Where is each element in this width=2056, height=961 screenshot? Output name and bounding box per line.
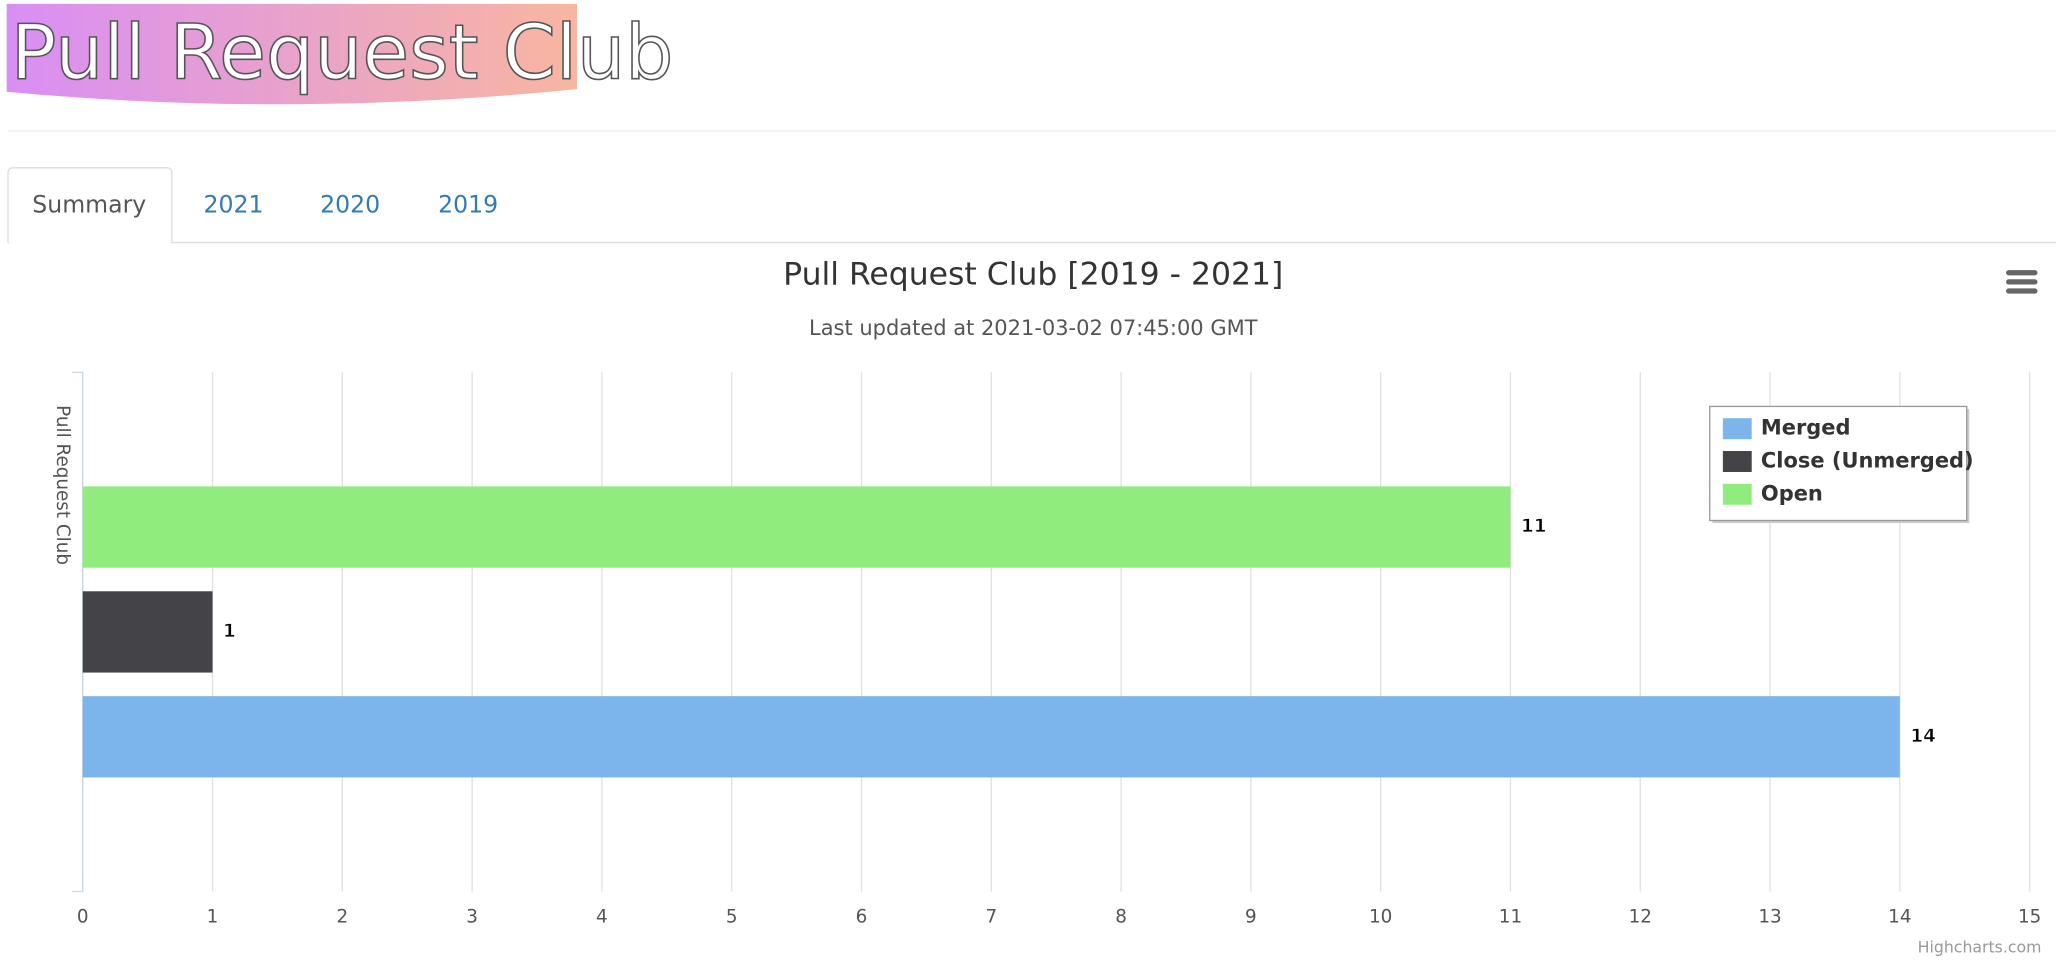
x-tick-label: 8 <box>1115 907 1127 928</box>
active-tab <box>7 167 173 243</box>
chart-subtitle: Last updated at 2021-03-02 07:45:00 GMT <box>809 316 1258 340</box>
x-tick-label: 15 <box>2018 907 2041 928</box>
x-tick-label: 4 <box>596 907 608 928</box>
tab[interactable]: Summary <box>32 190 146 218</box>
x-tick-label: 12 <box>1629 907 1652 928</box>
x-tick-label: 0 <box>77 907 89 928</box>
menu-bar <box>2006 288 2038 294</box>
data-label: 1 <box>223 621 236 642</box>
legend-box <box>1709 405 1968 522</box>
chart-menu[interactable] <box>2006 270 2038 294</box>
legend-swatch[interactable] <box>1722 451 1752 472</box>
menu-bar <box>2006 270 2038 276</box>
chart-title: Pull Request Club [2019 - 2021] <box>783 256 1283 292</box>
menu-bar <box>2006 279 2038 285</box>
bar <box>82 696 1900 778</box>
tab[interactable]: 2019 <box>438 190 498 218</box>
x-tick-label: 13 <box>1758 907 1781 928</box>
data-label: 14 <box>1910 726 1936 747</box>
x-tick-label: 14 <box>1888 907 1911 928</box>
legend-label[interactable]: Merged <box>1761 416 1851 440</box>
axis-title: Pull Request Club <box>52 405 73 565</box>
x-tick-label: 6 <box>856 907 868 928</box>
legend-label[interactable]: Open <box>1761 481 1823 505</box>
header-banner <box>6 3 577 105</box>
bar <box>82 591 213 673</box>
legend-label[interactable]: Close (Unmerged) <box>1761 448 1974 472</box>
data-label: 11 <box>1521 516 1547 537</box>
x-tick-label: 9 <box>1245 907 1257 928</box>
x-tick-label: 10 <box>1369 907 1392 928</box>
y-axis-line <box>72 371 84 893</box>
bar <box>82 486 1511 568</box>
credits[interactable]: Highcharts.com <box>1918 937 2042 956</box>
legend-swatch[interactable] <box>1722 418 1752 440</box>
x-tick-label: 7 <box>985 907 997 928</box>
site-title: Pull Request Club <box>11 8 674 97</box>
x-tick-label: 1 <box>207 907 219 928</box>
x-tick-label: 2 <box>336 907 348 928</box>
tab[interactable]: 2020 <box>320 190 380 218</box>
x-tick-label: 5 <box>726 907 738 928</box>
tab[interactable]: 2021 <box>203 190 263 218</box>
x-tick-label: 11 <box>1499 907 1522 928</box>
active-tab-cover <box>9 239 171 246</box>
x-tick-label: 3 <box>466 907 478 928</box>
legend-swatch[interactable] <box>1722 483 1752 505</box>
